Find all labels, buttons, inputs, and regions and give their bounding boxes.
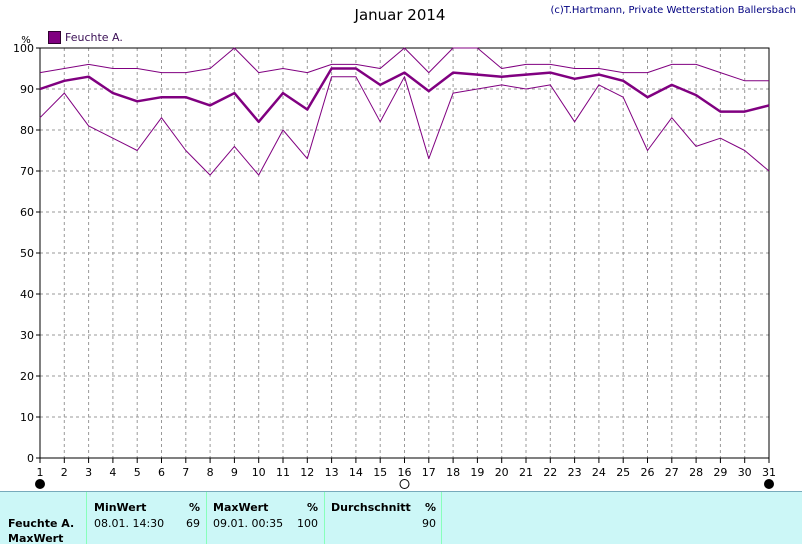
min-value: 69 [186,517,200,530]
legend: Feuchte A. [48,31,123,44]
y-tick-label: 100 [13,42,34,55]
x-tick-label: 14 [349,466,363,479]
x-tick-label: 9 [231,466,238,479]
avg-header: Durchschnitt [331,501,411,514]
moon-phase-markers [35,479,774,489]
y-tick-label: 90 [20,83,34,96]
x-tick-label: 13 [325,466,339,479]
x-tick-label: 31 [762,466,776,479]
x-tick-label: 16 [398,466,412,479]
x-tick-label: 29 [713,466,727,479]
x-tick-label: 5 [134,466,141,479]
y-tick-label: 50 [20,247,34,260]
x-tick-label: 23 [568,466,582,479]
series-lines [39,47,770,176]
x-tick-label: 15 [373,466,387,479]
avg-unit: % [425,501,437,514]
x-tick-label: 7 [182,466,189,479]
avg-value: 90 [422,517,436,530]
max-unit: % [307,501,319,514]
max-value: 100 [297,517,318,530]
x-tick-label: 8 [207,466,214,479]
x-tick-label: 1 [37,466,44,479]
x-tick-label: 4 [109,466,116,479]
x-tick-label: 21 [519,466,533,479]
x-tick-label: 26 [641,466,655,479]
y-tick-label: 60 [20,206,34,219]
row-label-secondary: MaxWert [8,532,64,545]
moon-new-marker [35,479,45,489]
x-tick-label: 12 [300,466,314,479]
x-tick-label: 22 [543,466,557,479]
moon-new-marker [764,479,774,489]
x-tick-label: 17 [422,466,436,479]
min-unit: % [189,501,201,514]
summary-table: Feuchte A. MaxWert MinWert % 08.01. 14:3… [0,491,802,545]
y-tick-label: 20 [20,370,34,383]
x-tick-label: 6 [158,466,165,479]
column-divider [441,492,442,544]
y-tick-label: 40 [20,288,34,301]
y-tick-label: 80 [20,124,34,137]
legend-label: Feuchte A. [65,31,123,44]
series-line-max [39,47,769,82]
x-tick-label: 25 [616,466,630,479]
legend-swatch [48,31,61,44]
x-tick-label: 30 [738,466,752,479]
x-tick-label: 2 [61,466,68,479]
max-header: MaxWert [213,501,269,514]
column-divider [206,492,207,544]
y-tick-label: 10 [20,411,34,424]
x-tick-label: 10 [252,466,266,479]
x-tick-label: 20 [495,466,509,479]
series-line-min [39,76,770,176]
x-tick-label: 28 [689,466,703,479]
y-tick-label: 70 [20,165,34,178]
x-tick-label: 27 [665,466,679,479]
min-header: MinWert [94,501,147,514]
y-axis-label: % [21,35,31,46]
moon-full-marker [399,479,410,489]
copyright-text: (c)T.Hartmann, Private Wetterstation Bal… [550,5,796,16]
row-label: Feuchte A. [8,517,75,530]
x-tick-label: 24 [592,466,606,479]
min-time: 08.01. 14:30 [94,517,165,530]
grid-lines [40,48,769,458]
column-divider [324,492,325,544]
chart-title: Januar 2014 [354,6,446,24]
axes [36,47,770,463]
max-time: 09.01. 00:35 [213,517,284,530]
x-tick-label: 11 [276,466,290,479]
x-tick-label: 18 [446,466,460,479]
y-tick-label: 0 [27,452,34,465]
y-tick-label: 30 [20,329,34,342]
series-line-mean [39,67,770,124]
column-divider [86,492,87,544]
x-tick-label: 3 [85,466,92,479]
x-tick-label: 19 [470,466,484,479]
